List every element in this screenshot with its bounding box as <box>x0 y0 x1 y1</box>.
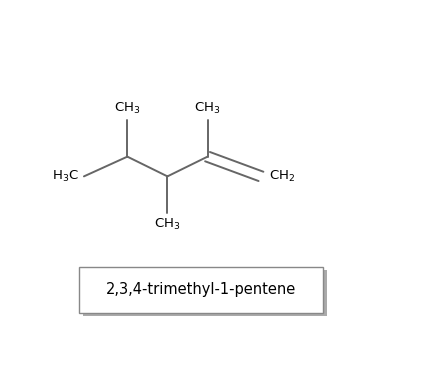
FancyBboxPatch shape <box>83 270 326 317</box>
FancyBboxPatch shape <box>79 266 322 313</box>
Text: H$_3$C: H$_3$C <box>52 169 79 184</box>
Text: CH$_3$: CH$_3$ <box>114 101 140 116</box>
Text: CH$_3$: CH$_3$ <box>154 217 180 232</box>
Text: CH$_3$: CH$_3$ <box>194 101 220 116</box>
Text: 2,3,4-trimethyl-1-pentene: 2,3,4-trimethyl-1-pentene <box>105 282 295 297</box>
Text: CH$_2$: CH$_2$ <box>269 169 295 184</box>
